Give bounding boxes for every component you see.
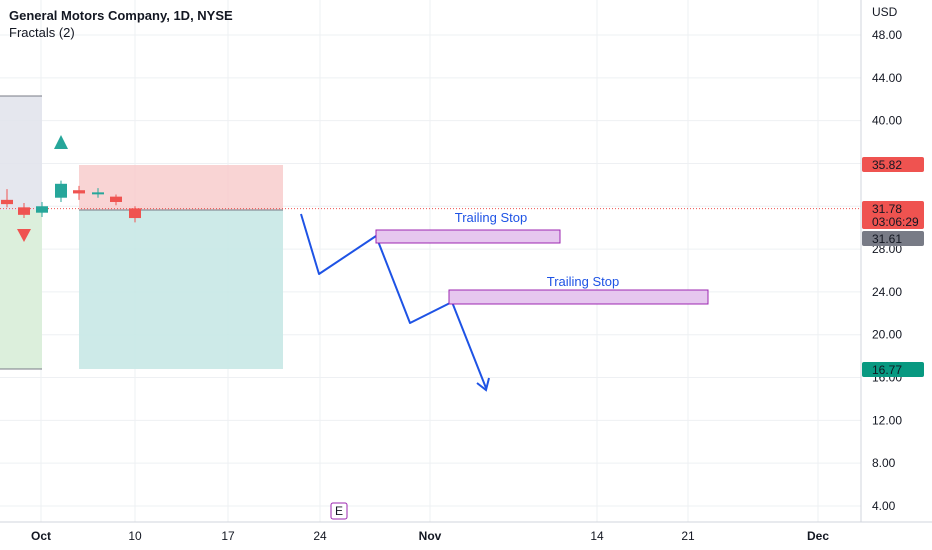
trailing-stop-box-2[interactable]: [448, 289, 709, 305]
symbol-title[interactable]: General Motors Company, 1D, NYSE: [9, 8, 233, 23]
time-tick-label: 17: [221, 529, 235, 543]
time-tick-label: Dec: [807, 529, 829, 543]
chart-drawings[interactable]: Trailing Stop Trailing Stop E: [300, 210, 709, 520]
time-tick-label: 24: [313, 529, 327, 543]
price-badge-value: 31.78: [872, 202, 902, 216]
trailing-stop-label-1[interactable]: Trailing Stop: [455, 210, 528, 225]
price-badge: [862, 362, 924, 377]
green-zone: [0, 210, 42, 369]
projection-path[interactable]: [300, 213, 487, 389]
price-badge-value: 31.61: [872, 232, 902, 246]
price-badge-value: 16.77: [872, 363, 902, 377]
take-profit-zone: [79, 210, 283, 369]
fractal-up-marker: [54, 135, 68, 149]
price-badge-value: 35.82: [872, 158, 902, 172]
candle-body: [110, 196, 122, 202]
chart-legend: General Motors Company, 1D, NYSE Fractal…: [9, 7, 233, 41]
fractal-down-marker: [17, 229, 31, 242]
candle-body: [1, 199, 13, 205]
fractal-markers: [17, 135, 68, 242]
price-badge: [862, 231, 924, 246]
price-tick-label: 40.00: [872, 114, 902, 128]
time-tick-label: Oct: [31, 529, 51, 543]
time-tick-label: 21: [681, 529, 695, 543]
price-tick-label: 4.00: [872, 499, 896, 513]
candle-body: [18, 207, 30, 215]
price-badge: [862, 201, 924, 229]
price-badge: [862, 157, 924, 172]
price-axis-unit: USD: [872, 5, 898, 19]
trailing-stop-label-2[interactable]: Trailing Stop: [547, 274, 620, 289]
price-tick-label: 20.00: [872, 328, 902, 342]
time-tick-label: 10: [128, 529, 142, 543]
candle-body: [73, 190, 85, 194]
indicator-label[interactable]: Fractals (2): [9, 25, 75, 40]
position-zones: [0, 95, 861, 370]
price-tick-label: 44.00: [872, 71, 902, 85]
candlestick-series: [1, 180, 141, 223]
arrow-head[interactable]: [476, 377, 490, 392]
grey-zone: [0, 96, 42, 210]
time-tick-label: Nov: [419, 529, 442, 543]
candle-body: [92, 192, 104, 195]
price-badge-countdown: 03:06:29: [872, 215, 919, 229]
price-tick-label: 8.00: [872, 456, 896, 470]
price-tick-label: 48.00: [872, 28, 902, 42]
trailing-stop-box-1[interactable]: [375, 229, 561, 244]
time-tick-label: 14: [590, 529, 604, 543]
earnings-marker-label[interactable]: E: [335, 504, 343, 518]
earnings-marker-box[interactable]: [330, 502, 348, 520]
stop-loss-zone: [79, 165, 283, 210]
candle-body: [129, 208, 141, 219]
candle-body: [36, 206, 48, 213]
candle-body: [55, 183, 67, 198]
price-tick-label: 24.00: [872, 285, 902, 299]
price-tick-label: 12.00: [872, 413, 902, 427]
